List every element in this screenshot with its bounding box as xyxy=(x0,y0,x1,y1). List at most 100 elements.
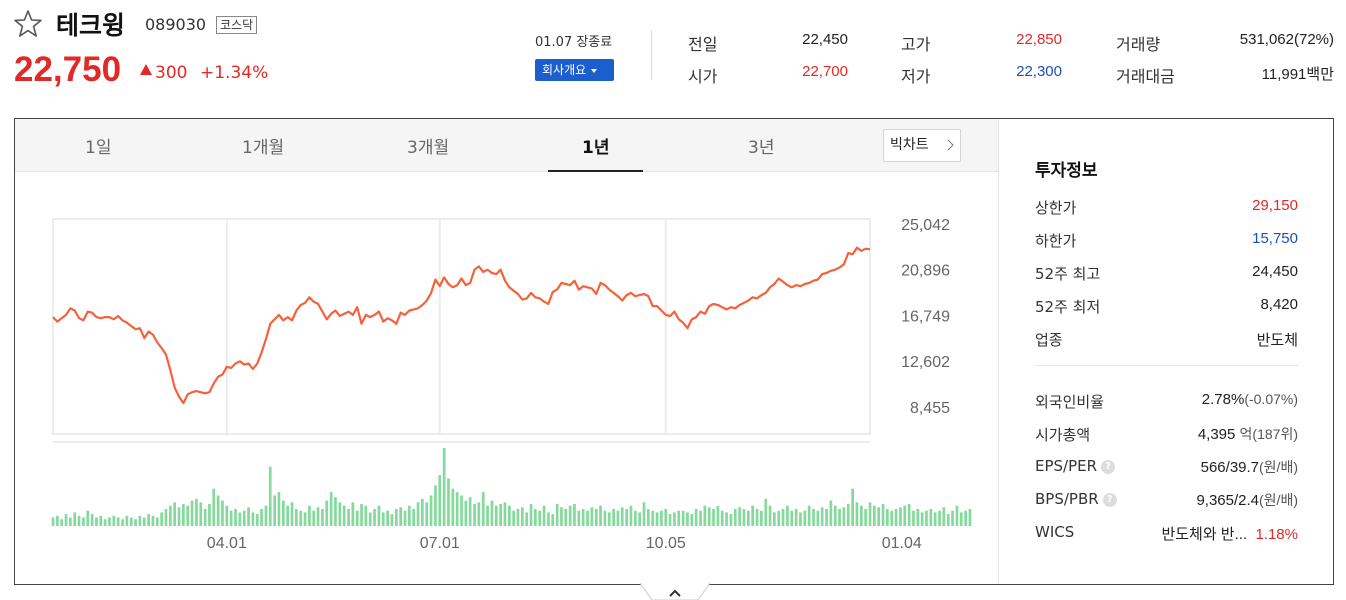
volume-bar xyxy=(768,505,772,526)
volume-bar xyxy=(273,495,276,526)
market-cap-number: 4,395 xyxy=(1197,426,1236,443)
volume-bar xyxy=(877,507,880,526)
volume-bar xyxy=(64,514,68,526)
market-cap-rank: 억(187위) xyxy=(1239,426,1298,442)
favorite-star-icon[interactable] xyxy=(12,8,44,40)
volume-bar xyxy=(364,505,368,526)
volume-bar xyxy=(886,509,889,526)
volume-bar xyxy=(494,505,498,526)
big-chart-button[interactable]: 빅차트 xyxy=(883,129,961,162)
tab-1year[interactable]: 1년 xyxy=(582,138,610,158)
volume-bar xyxy=(551,514,555,526)
volume-bar xyxy=(751,505,754,526)
price-line xyxy=(52,246,871,405)
help-icon[interactable]: ? xyxy=(1101,459,1116,474)
y-tick-label: 25,042 xyxy=(901,217,950,234)
volume-bar xyxy=(512,510,515,526)
tab-3year[interactable]: 3년 xyxy=(748,138,775,158)
volume-bar xyxy=(486,505,489,526)
volume-bar xyxy=(955,505,959,526)
volume-bar xyxy=(199,502,203,526)
volume-bar xyxy=(490,500,494,526)
volume-bar xyxy=(964,510,967,526)
volume-bar xyxy=(121,519,124,526)
volume-bar xyxy=(351,502,355,526)
eps-per-value: 566/39.7(원/배) xyxy=(1201,457,1298,477)
volume-bar xyxy=(855,502,859,526)
info-row-value: 29,150 xyxy=(1252,197,1298,214)
volume-bar xyxy=(959,512,963,526)
volume-bar xyxy=(594,509,598,526)
volume-value: 531,062(72%) xyxy=(1239,31,1334,48)
volume-bar xyxy=(190,500,194,526)
volume-bar xyxy=(508,505,511,526)
low-value: 22,300 xyxy=(1016,63,1062,80)
volume-bar xyxy=(907,504,911,526)
volume-bar xyxy=(673,512,676,526)
wics-value[interactable]: 반도체와 반... 1.18% xyxy=(1161,523,1298,544)
volume-bar xyxy=(282,500,285,526)
tab-1day[interactable]: 1일 xyxy=(85,138,112,158)
volume-bar xyxy=(312,510,316,526)
company-overview-button[interactable]: 회사개요 xyxy=(535,59,614,81)
stock-code: 089030 xyxy=(145,15,207,34)
volume-bar xyxy=(599,505,602,526)
wics-sector: 반도체와 반... xyxy=(1161,526,1248,543)
high-label: 고가 xyxy=(901,35,931,54)
volume-bar xyxy=(477,502,481,526)
volume-bar xyxy=(77,515,81,526)
info-divider xyxy=(1035,365,1299,366)
current-price: 22,750 xyxy=(14,50,122,89)
volume-bar xyxy=(951,510,954,526)
volume-bar xyxy=(460,495,463,526)
volume-bar xyxy=(577,510,581,526)
info-row-label: 52주 최저 xyxy=(1035,298,1101,316)
y-tick-label: 20,896 xyxy=(901,263,950,280)
volume-bar xyxy=(416,502,420,526)
bps-pbr-number: 9,365/2.4 xyxy=(1196,492,1260,509)
volume-bar xyxy=(451,488,455,526)
volume-bar xyxy=(699,510,702,526)
volume-bar xyxy=(208,504,211,526)
volume-bar xyxy=(760,510,763,526)
volume-bar xyxy=(899,507,902,526)
volume-bar xyxy=(164,509,168,526)
help-icon[interactable]: ? xyxy=(1102,492,1117,507)
volume-bar xyxy=(238,512,242,526)
volume-bar xyxy=(946,514,950,526)
company-overview-label: 회사개요 xyxy=(542,63,587,77)
tab-1month[interactable]: 1개월 xyxy=(242,138,285,158)
volume-bar xyxy=(195,498,198,526)
volume-bar xyxy=(82,517,85,526)
foreign-ratio-label: 외국인비율 xyxy=(1035,393,1105,411)
volume-bar xyxy=(338,502,342,526)
volume-bar xyxy=(212,488,216,526)
volume-bar xyxy=(177,507,181,526)
volume-bar xyxy=(655,512,659,526)
volume-bar xyxy=(56,515,59,526)
volume-bar xyxy=(838,509,841,526)
volume-bar xyxy=(95,517,98,526)
volume-bar xyxy=(642,502,646,526)
volume-bar xyxy=(142,517,146,526)
y-tick-label: 16,749 xyxy=(901,308,950,325)
volume-bar xyxy=(742,509,746,526)
volume-bar xyxy=(255,514,259,526)
volume-bar xyxy=(816,510,820,526)
volume-bar xyxy=(108,517,111,526)
tab-3month[interactable]: 3개월 xyxy=(407,138,450,158)
wics-change: 1.18% xyxy=(1255,526,1298,543)
wics-label: WICS xyxy=(1035,523,1075,541)
volume-bar xyxy=(564,509,568,526)
volume-bar xyxy=(747,510,750,526)
volume-bar xyxy=(325,500,329,526)
volume-bar xyxy=(403,510,407,526)
volume-bar xyxy=(316,507,320,526)
collapse-chevron-icon[interactable] xyxy=(640,583,710,600)
volume-bar xyxy=(268,466,272,526)
volume-bar xyxy=(360,504,363,526)
volume-bar xyxy=(912,510,915,526)
volume-bar xyxy=(386,510,389,526)
volume-bar xyxy=(455,492,459,526)
volume-bar xyxy=(264,505,268,526)
